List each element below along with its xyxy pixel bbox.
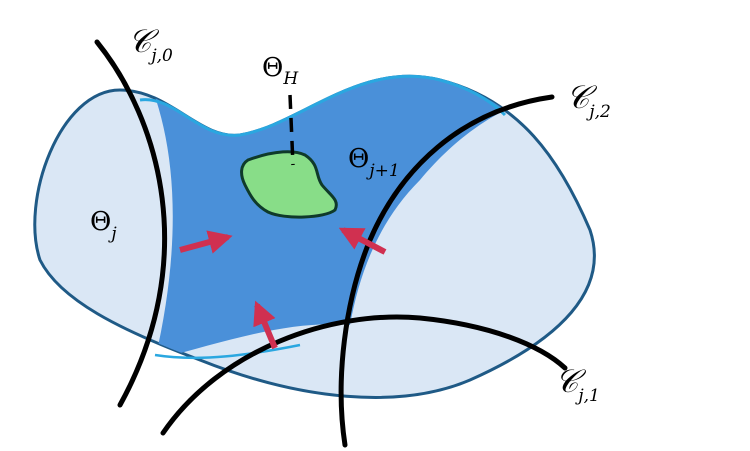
cut-curve-c-j1 [160, 314, 568, 436]
inner-region-top-edge [139, 74, 507, 137]
target-region-theta-h [240, 150, 338, 219]
theta-h-indicator-line [288, 94, 295, 166]
cut-curve-c-j2 [338, 94, 555, 448]
inner-region-bottom-edge [154, 343, 301, 360]
arrow-from-c-j0 [179, 230, 233, 254]
cut-curve-c-j0 [94, 39, 168, 408]
label-theta-j: Θj [90, 207, 117, 244]
label-theta-j-plus-1: Θj+1 [348, 144, 400, 181]
label-theta-h: ΘH [262, 53, 299, 89]
label-c-j0: 𝒞j,0 [128, 22, 173, 66]
arrow-from-c-j1 [253, 300, 278, 350]
arrow-from-c-j2 [338, 227, 387, 255]
label-c-j2: 𝒞j,2 [566, 78, 611, 122]
label-c-j1: 𝒞j,1 [555, 362, 600, 406]
